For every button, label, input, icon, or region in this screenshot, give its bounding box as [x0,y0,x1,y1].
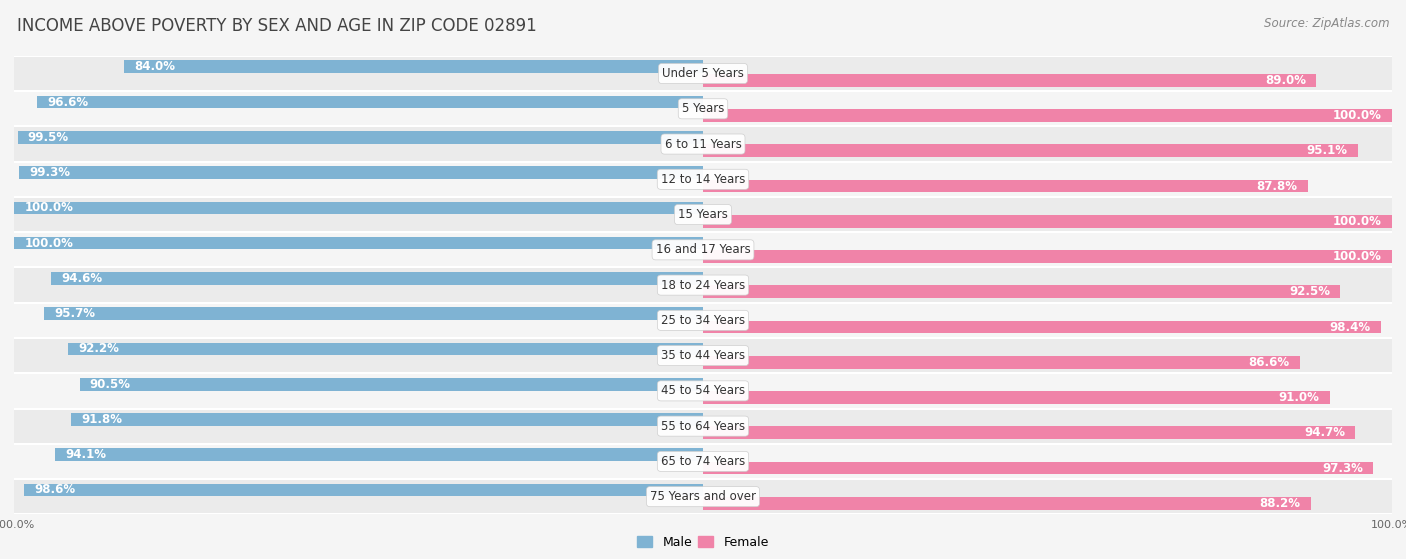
Bar [703,144,1358,157]
Bar [703,179,1308,192]
Bar [703,74,1316,87]
Text: 95.7%: 95.7% [53,307,96,320]
Text: 96.6%: 96.6% [48,96,89,108]
Text: 97.3%: 97.3% [1322,462,1362,475]
Text: INCOME ABOVE POVERTY BY SEX AND AGE IN ZIP CODE 02891: INCOME ABOVE POVERTY BY SEX AND AGE IN Z… [17,17,537,35]
Text: 45 to 54 Years: 45 to 54 Years [661,385,745,397]
Text: 94.1%: 94.1% [65,448,105,461]
Text: 15 Years: 15 Years [678,208,728,221]
Bar [14,267,1392,303]
Bar [703,321,1381,333]
Text: 88.2%: 88.2% [1260,497,1301,510]
Text: 98.6%: 98.6% [34,484,75,496]
Bar [14,232,1392,267]
Bar [703,109,1392,122]
Text: 98.4%: 98.4% [1330,320,1371,334]
Text: 75 Years and over: 75 Years and over [650,490,756,503]
Bar [55,448,703,461]
Bar [703,356,1299,368]
Bar [14,162,1392,197]
Bar [14,202,703,214]
Text: 12 to 14 Years: 12 to 14 Years [661,173,745,186]
Bar [14,444,1392,479]
Text: 100.0%: 100.0% [24,201,73,214]
Text: 94.7%: 94.7% [1305,427,1346,439]
Text: 86.6%: 86.6% [1249,356,1289,369]
Text: 94.6%: 94.6% [62,272,103,285]
Text: 99.3%: 99.3% [30,166,70,179]
Bar [51,272,703,285]
Bar [14,91,1392,126]
Bar [14,56,1392,91]
Text: 65 to 74 Years: 65 to 74 Years [661,455,745,468]
Bar [703,462,1374,475]
Text: 99.5%: 99.5% [28,131,69,144]
Bar [703,427,1355,439]
Bar [14,303,1392,338]
Text: 91.0%: 91.0% [1278,391,1320,404]
Bar [703,215,1392,228]
Bar [38,96,703,108]
Text: 6 to 11 Years: 6 to 11 Years [665,138,741,150]
Text: 100.0%: 100.0% [1333,109,1382,122]
Text: Under 5 Years: Under 5 Years [662,67,744,80]
Text: 90.5%: 90.5% [90,378,131,391]
Text: 35 to 44 Years: 35 to 44 Years [661,349,745,362]
Text: 91.8%: 91.8% [82,413,122,426]
Bar [17,131,703,144]
Bar [703,497,1310,510]
Bar [14,197,1392,232]
Text: 100.0%: 100.0% [1333,250,1382,263]
Bar [18,166,703,179]
Text: 84.0%: 84.0% [135,60,176,73]
Bar [14,126,1392,162]
Bar [44,307,703,320]
Bar [67,343,703,356]
Text: 92.5%: 92.5% [1289,285,1330,299]
Bar [14,237,703,249]
Text: 95.1%: 95.1% [1306,144,1348,157]
Bar [24,484,703,496]
Text: 100.0%: 100.0% [1333,215,1382,228]
Text: 16 and 17 Years: 16 and 17 Years [655,243,751,257]
Bar [14,479,1392,514]
Text: 92.2%: 92.2% [79,343,120,356]
Text: 87.8%: 87.8% [1257,179,1298,192]
Text: 18 to 24 Years: 18 to 24 Years [661,278,745,292]
Bar [14,338,1392,373]
Bar [80,378,703,391]
Legend: Male, Female: Male, Female [633,531,773,554]
Bar [124,60,703,73]
Bar [703,391,1330,404]
Text: 100.0%: 100.0% [24,236,73,250]
Bar [703,250,1392,263]
Text: Source: ZipAtlas.com: Source: ZipAtlas.com [1264,17,1389,30]
Bar [703,286,1340,298]
Bar [14,409,1392,444]
Text: 55 to 64 Years: 55 to 64 Years [661,420,745,433]
Text: 5 Years: 5 Years [682,102,724,115]
Bar [14,373,1392,409]
Text: 89.0%: 89.0% [1265,74,1306,87]
Bar [70,413,703,426]
Text: 25 to 34 Years: 25 to 34 Years [661,314,745,327]
